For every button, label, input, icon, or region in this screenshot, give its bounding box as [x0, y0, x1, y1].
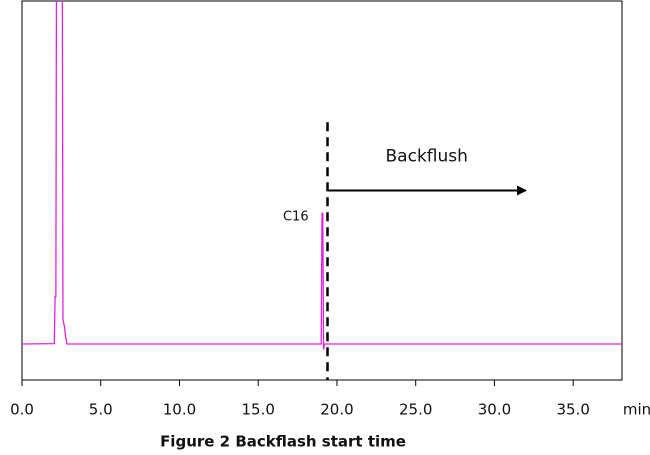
x-tick-label: 0.0 [10, 401, 34, 419]
x-unit: min [623, 401, 650, 419]
x-tick-label: 35.0 [556, 401, 589, 419]
trace [22, 1, 622, 350]
caption: Figure 2 Backflash start time [160, 433, 406, 451]
backflush-label: Backflush [386, 147, 468, 167]
plot-frame [21, 0, 623, 381]
x-tick-label: 20.0 [320, 401, 353, 419]
x-tick-label: 5.0 [89, 401, 113, 419]
x-tick-label: 15.0 [242, 401, 275, 419]
x-tick-label: 25.0 [399, 401, 432, 419]
peak-label: C16 [283, 210, 309, 225]
x-tick-label: 10.0 [163, 401, 196, 419]
x-tick-label: 30.0 [478, 401, 511, 419]
